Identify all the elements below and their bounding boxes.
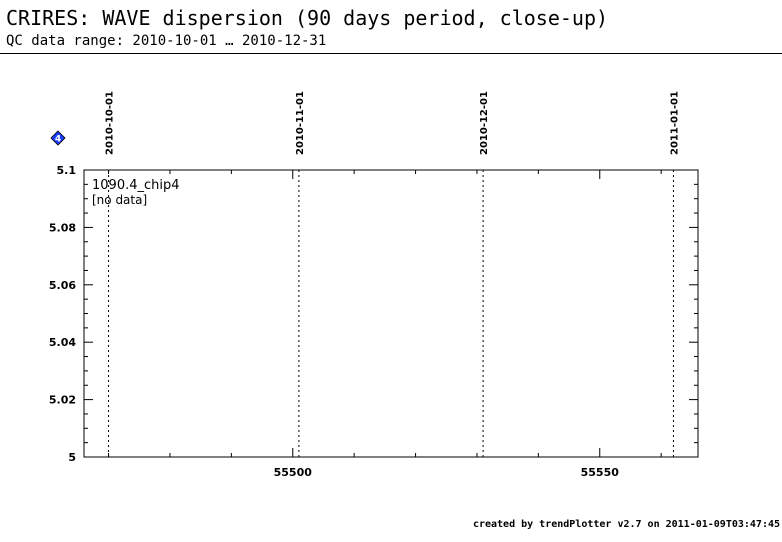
y-tick-label: 5.1 xyxy=(57,164,77,177)
header-divider xyxy=(0,53,782,54)
chart-title: CRIRES: WAVE dispersion (90 days period,… xyxy=(6,6,609,30)
date-marker-label: 2010-11-01 xyxy=(295,91,306,155)
y-tick-label: 5.04 xyxy=(49,336,76,349)
y-tick-label: 5 xyxy=(68,451,76,464)
y-tick-label: 5.06 xyxy=(49,279,76,292)
x-tick-label: 55500 xyxy=(274,466,313,479)
date-marker-label: 2010-12-01 xyxy=(479,91,490,155)
y-tick-label: 5.02 xyxy=(49,394,76,407)
chart-subtitle: QC data range: 2010-10-01 … 2010-12-31 xyxy=(6,33,327,49)
panel-label: 1090.4_chip4 xyxy=(92,178,180,193)
no-data-status: [no data] xyxy=(92,193,147,207)
x-tick-label: 55550 xyxy=(581,466,620,479)
marker-label: 4 xyxy=(55,135,61,145)
footer-credit: created by trendPlotter v2.7 on 2011-01-… xyxy=(472,519,780,530)
plot-frame xyxy=(83,169,699,458)
date-marker-label: 2010-10-01 xyxy=(105,91,116,155)
diamond-marker-icon: 4 xyxy=(50,130,66,146)
date-marker-label: 2011-01-01 xyxy=(669,91,680,155)
y-tick-label: 5.08 xyxy=(49,221,76,234)
